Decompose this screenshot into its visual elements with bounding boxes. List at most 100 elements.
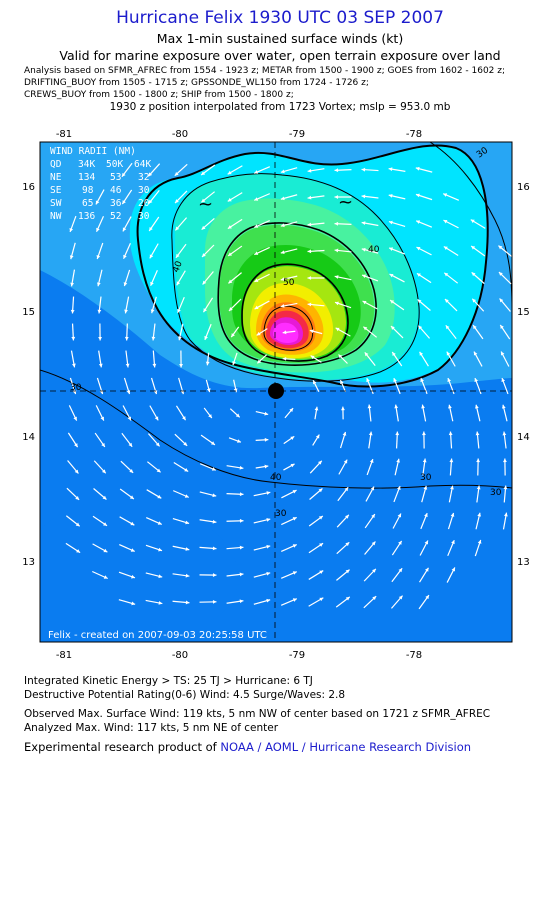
wind-arrow-head: [126, 390, 131, 395]
wind-arrow-head: [257, 359, 262, 364]
wind-radii-cell: 30: [138, 185, 150, 196]
wind-arrow-head: [313, 380, 317, 385]
wind-arrow-head: [474, 378, 479, 383]
wind-arrow-head: [398, 595, 403, 600]
wind-arrow-head: [74, 443, 78, 448]
wind-arrow-head: [397, 513, 402, 518]
wind-arrow-head: [102, 495, 107, 500]
wind-arrow-head: [129, 469, 134, 473]
wind-arrow-head: [280, 196, 285, 201]
y-tick-left-13: 13: [22, 557, 35, 568]
wind-arrow-head: [362, 274, 367, 279]
wind-arrow-head: [280, 277, 285, 281]
wind-arrow-head: [394, 404, 399, 409]
wind-arrow-head: [70, 309, 75, 314]
wind-arrow-head: [75, 496, 80, 500]
wind-arrow-head: [175, 199, 179, 204]
wind-arrow-head: [367, 404, 372, 409]
wind-arrow-head: [282, 356, 287, 361]
wind-arrow-head: [503, 458, 507, 463]
dpr-line: Destructive Potential Rating(0-6) Wind: …: [24, 689, 346, 701]
wind-arrow-head: [501, 351, 505, 356]
wind-arrow-head: [424, 567, 429, 572]
wind-arrow-head: [151, 336, 156, 341]
wind-arrow-head: [418, 325, 423, 330]
wind-arrow-head: [370, 486, 375, 491]
wind-arrow-head: [371, 541, 376, 546]
y-tick-left-15: 15: [22, 307, 35, 318]
wind-arrow-head: [443, 220, 448, 224]
land-symbol: ~: [198, 194, 213, 215]
x-axis-bottom-labels: -81 -80 -79 -78: [56, 650, 422, 660]
y-tick-left-16: 16: [22, 182, 35, 193]
wind-arrow-head: [392, 351, 396, 356]
wind-arrow-head: [500, 324, 504, 329]
wind-arrow-head: [415, 193, 420, 198]
wind-arrow-head: [445, 325, 450, 330]
position-note: 1930 z position interpolated from 1723 V…: [109, 101, 451, 113]
wind-arrow-head: [307, 168, 312, 173]
wind-arrow-head: [450, 485, 454, 490]
x-tick-bottom-78: -78: [406, 650, 422, 660]
wind-arrow-head: [201, 171, 206, 176]
wind-arrow-head: [122, 200, 126, 205]
hurricane-force-contour: [136, 144, 489, 388]
wind-radii-cell: 30: [138, 211, 150, 222]
contour-label: 50: [283, 278, 295, 288]
wind-arrow-head: [236, 439, 241, 443]
hrd-link[interactable]: NOAA / AOML / Hurricane Research Divisio…: [220, 740, 472, 754]
wind-arrow-head: [498, 245, 503, 250]
analyzed-max-wind: Analyzed Max. Wind: 117 kts, 5 nm NE of …: [24, 722, 279, 734]
wind-arrow-head: [148, 172, 153, 177]
wind-arrow-head: [150, 281, 154, 286]
wind-arrow-head: [475, 431, 480, 436]
wind-arrow-head: [398, 540, 402, 545]
wind-arrow-head: [125, 363, 130, 368]
wind-radii-cell: NW: [50, 211, 62, 222]
wind-arrow-head: [318, 515, 323, 520]
wind-vectors: [65, 162, 512, 610]
wind-field-map: -81 -80 -79 -78 -81 -80 -79 -78 16 15 14…: [22, 129, 529, 660]
wind-radii-header-34k: 34K: [78, 159, 95, 170]
wind-arrow-head: [228, 279, 233, 284]
wind-arrow-head: [235, 413, 240, 418]
wind-arrow-head: [334, 275, 339, 279]
wind-arrow-head: [256, 331, 261, 336]
wind-arrow-head: [390, 326, 395, 330]
wind-arrow-head: [233, 388, 238, 393]
wind-arrow-head: [318, 488, 323, 493]
wind-arrow-head: [448, 404, 452, 409]
wind-arrow-head: [71, 336, 76, 341]
wind-arrow-head: [417, 299, 422, 304]
wind-arrow-head: [155, 442, 160, 447]
wind-arrow-head: [476, 458, 481, 463]
wind-arrow-head: [201, 198, 206, 203]
wind-arrow-head: [420, 378, 424, 383]
wind-arrow-head: [450, 512, 455, 517]
wind-arrow-head: [232, 361, 236, 366]
wind-arrow-head: [314, 406, 319, 411]
wind-arrow-head: [340, 380, 344, 385]
wind-arrow-head: [292, 571, 297, 575]
wind-arrow-head: [98, 336, 102, 341]
wind-arrow-head: [388, 220, 393, 225]
x-axis-top-labels: -81 -80 -79 -78: [56, 129, 422, 140]
wind-arrow-head: [206, 388, 211, 393]
wind-arrow-head: [204, 335, 208, 340]
wind-radii-cell: 53: [110, 172, 121, 183]
y-axis-left-labels: 16 15 14 13: [22, 182, 35, 568]
wind-arrow-head: [398, 568, 403, 573]
wind-radii-title: WIND RADII (NM): [50, 146, 136, 157]
wind-arrow-head: [76, 549, 81, 553]
x-tick-bottom-81: -81: [56, 650, 72, 660]
wind-arrow-head: [127, 416, 132, 421]
contour-label: 40: [171, 260, 184, 274]
wind-arrow-head: [239, 518, 244, 523]
wind-arrow-head: [280, 169, 285, 174]
wind-arrow-head: [149, 254, 154, 259]
wind-arrow-head: [154, 416, 159, 421]
wind-arrow-head: [74, 469, 79, 474]
wind-arrow-head: [122, 227, 127, 232]
wind-arrow-head: [499, 298, 504, 303]
x-tick-top-81: -81: [56, 129, 72, 140]
